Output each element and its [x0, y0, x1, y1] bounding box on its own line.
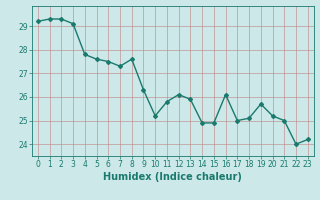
X-axis label: Humidex (Indice chaleur): Humidex (Indice chaleur) — [103, 172, 242, 182]
